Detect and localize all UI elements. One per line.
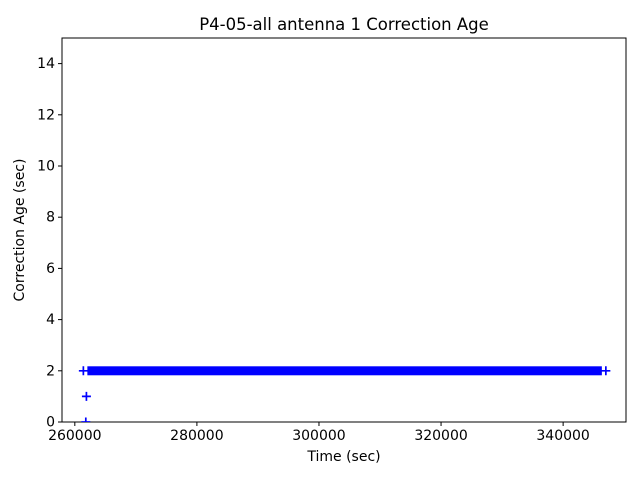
plus-marker — [601, 366, 611, 376]
plus-marker — [81, 391, 91, 401]
plus-marker — [81, 417, 91, 422]
correction-age-band — [87, 366, 602, 376]
y-tick-label: 0 — [46, 415, 55, 431]
x-axis-label: Time (sec) — [306, 449, 380, 465]
plot-area — [61, 37, 627, 423]
x-tick-label: 320000 — [414, 428, 467, 444]
y-axis-label: Correction Age (sec) — [12, 159, 28, 302]
x-tick-label: 260000 — [48, 428, 101, 444]
x-tick-label: 280000 — [170, 428, 223, 444]
y-axis-ticks: 0 2 4 6 8 10 12 14 — [37, 56, 62, 431]
y-tick-label: 4 — [46, 312, 55, 328]
x-axis-ticks: 260000 280000 300000 320000 340000 — [48, 422, 590, 444]
y-tick-label: 8 — [46, 210, 55, 226]
y-tick-label: 12 — [37, 107, 55, 123]
x-tick-label: 340000 — [536, 428, 589, 444]
y-tick-label: 6 — [46, 261, 55, 277]
y-tick-label: 10 — [37, 159, 55, 175]
plus-marker — [78, 366, 88, 376]
x-tick-label: 300000 — [292, 428, 345, 444]
y-tick-label: 2 — [46, 363, 55, 379]
data-series — [78, 366, 611, 422]
chart-title: P4-05-all antenna 1 Correction Age — [199, 15, 489, 34]
y-tick-label: 14 — [37, 56, 55, 72]
